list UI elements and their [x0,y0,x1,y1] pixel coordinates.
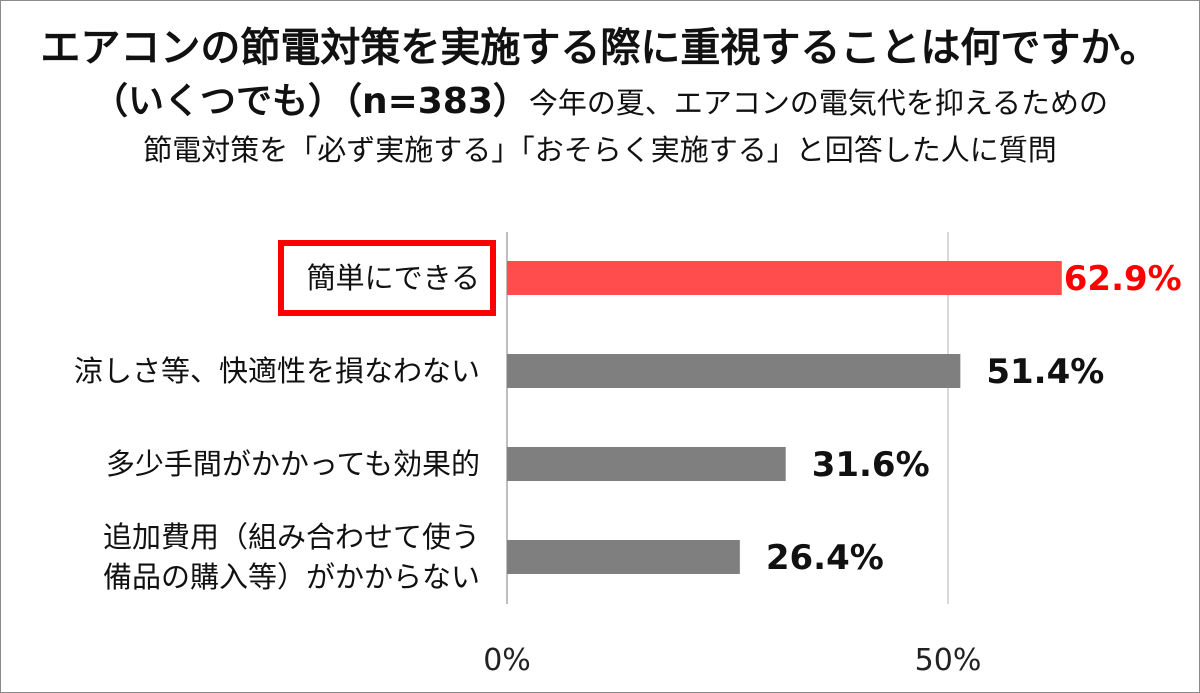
subtitle-line: （いくつでも）（n=383）今年の夏、エアコンの電気代を抑えるための [0,78,1200,132]
x-tick-label: 50% [915,643,982,678]
survey-note-line2: 節電対策を「必ず実施する」「おそらく実施する」と回答した人に質問 [143,133,1057,167]
category-label: 涼しさ等、快適性を損なわない [74,354,480,388]
data-label: 26.4% [766,538,884,578]
data-label: 31.6% [812,445,930,485]
bar-2 [507,354,961,388]
category-label: 簡単にできる [307,261,480,295]
highlight-box [278,240,496,316]
data-label: 62.9% [1064,259,1182,299]
x-tick-label: 0% [483,643,531,678]
survey-note-line1: 今年の夏、エアコンの電気代を抑えるための [528,86,1109,120]
category-label: 追加費用（組み合わせて使う [103,520,480,554]
bar-1 [507,261,1062,295]
multi-answer-note: （いくつでも） [91,81,344,122]
bar-4 [507,540,740,574]
bar-3 [507,447,786,481]
category-label: 多少手間がかかっても効果的 [106,447,480,481]
chart-title: エアコンの節電対策を実施する際に重視することは何ですか。 [40,25,1160,71]
sample-size: （n=383） [343,81,529,122]
category-label: 備品の購入等）がかからない [103,560,480,594]
data-label: 51.4% [986,352,1104,392]
